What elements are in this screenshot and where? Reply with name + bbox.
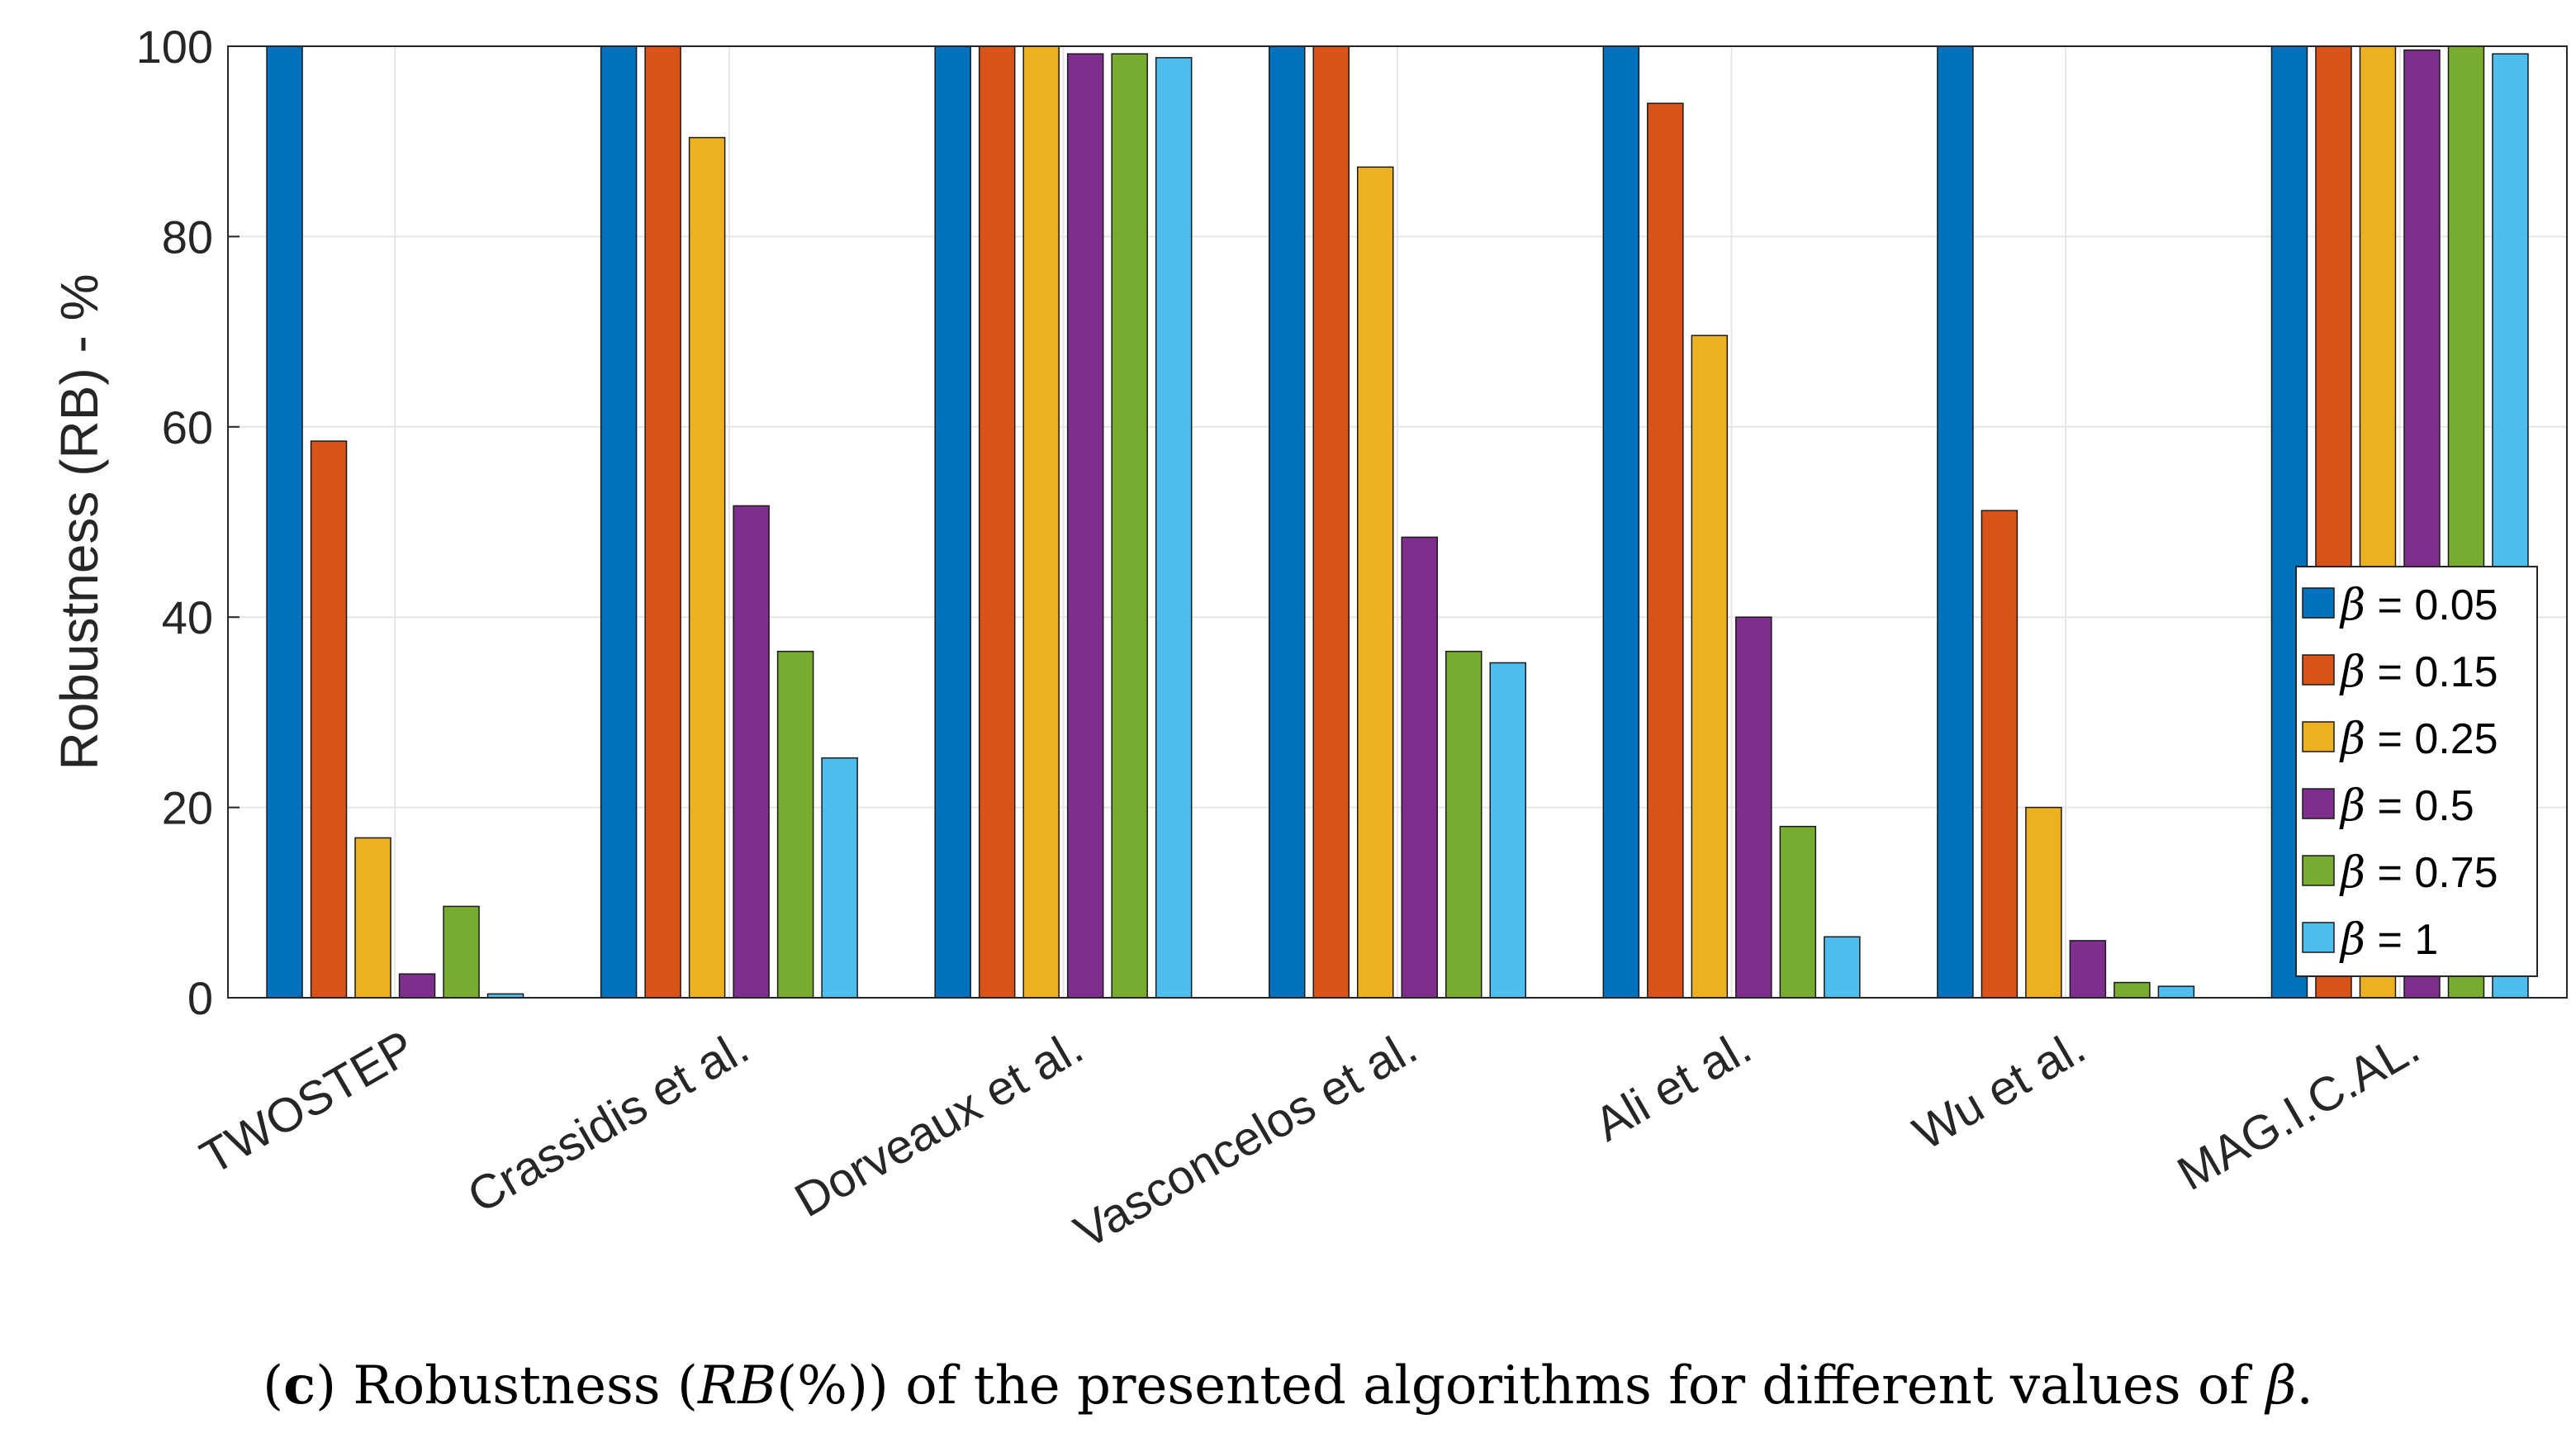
bar (266, 45, 303, 999)
x-axis-category-labels: TWOSTEP Crassidis et al. Dorveaux et al.Va… (192, 1020, 2428, 1260)
legend-box (2295, 566, 2538, 977)
y-axis-ticks: 0 20 40 60 80 100 (136, 21, 240, 1024)
bar (1691, 335, 1729, 999)
bar (1401, 536, 1438, 999)
bar (1647, 102, 1684, 999)
bar (2025, 806, 2062, 999)
legend: β = 0.05 β = 0.15 β = 0.25 β = 0.5 β = 0.75 β… (2295, 566, 2538, 977)
bar (1066, 53, 1104, 999)
legend-label: β = 0.15 (2339, 648, 2498, 697)
bar (1022, 45, 1060, 999)
bar (2113, 981, 2151, 999)
bar (821, 757, 858, 999)
bar (1602, 45, 1640, 999)
caption-beta: β (2265, 1355, 2297, 1416)
axes-box (227, 45, 2568, 999)
bar (354, 837, 391, 999)
x-category-label: Ali et al. (1586, 1020, 1760, 1151)
bar (1981, 510, 2019, 999)
bar (1111, 53, 1148, 999)
x-category-label: Vasconcelos et al. (1065, 1020, 1426, 1260)
bar (2069, 940, 2107, 999)
caption-symbol: RB (697, 1355, 777, 1416)
x-category-label: TWOSTEP (192, 1020, 424, 1185)
x-category-label: MAG.I.C.AL. (2169, 1020, 2428, 1201)
legend-label: β = 1 (2339, 915, 2438, 965)
bar (1937, 45, 1974, 999)
y-tick-label: 60 (162, 401, 213, 453)
bar (443, 905, 480, 999)
bar (733, 505, 770, 999)
y-tick-label: 80 (162, 211, 213, 263)
y-tick-label: 40 (162, 591, 213, 643)
legend-label: β = 0.25 (2339, 714, 2498, 764)
legend-label: β = 0.75 (2339, 848, 2498, 898)
bar (1779, 825, 1817, 999)
grid-lines (228, 46, 2567, 998)
legend-swatch (2302, 788, 2335, 819)
bar (934, 45, 971, 999)
bar (1445, 650, 1483, 999)
legend-swatch (2302, 855, 2335, 886)
bar (1269, 45, 1306, 999)
x-category-label: Wu et al. (1905, 1020, 2094, 1160)
legend-swatch (2302, 587, 2335, 619)
legend-swatch (2302, 654, 2335, 686)
bar (1312, 45, 1350, 999)
bar (1489, 662, 1526, 999)
bar (2157, 985, 2195, 999)
x-category-label: Dorveaux et al. (786, 1020, 1092, 1227)
bar (1735, 616, 1772, 999)
y-tick-label: 0 (187, 972, 213, 1024)
bar (688, 136, 726, 999)
bar (1357, 166, 1394, 999)
y-tick-label: 100 (136, 21, 213, 73)
bar (776, 650, 814, 999)
legend-swatch (2302, 922, 2335, 953)
y-tick-label: 20 (162, 782, 213, 834)
bar (978, 45, 1016, 999)
legend-swatch (2302, 721, 2335, 752)
caption-letter: c (283, 1355, 316, 1416)
bar (398, 973, 436, 999)
bar (1155, 57, 1193, 999)
x-category-label: Crassidis et al. (458, 1020, 757, 1223)
bar-chart: 0 20 40 60 80 100 TWOSTEP Crassidis et al. Dorv… (50, 21, 2568, 1260)
legend-label: β = 0.5 (2339, 781, 2474, 831)
bar (310, 440, 348, 999)
bar (600, 45, 638, 999)
bar (1824, 936, 1861, 999)
bar (644, 45, 681, 999)
legend-label: β = 0.05 (2339, 581, 2498, 630)
y-axis-title: Robustness (RB) - % (50, 273, 109, 770)
figure-caption: (c) Robustness (RB(%)) of the presented … (263, 1355, 2313, 1416)
